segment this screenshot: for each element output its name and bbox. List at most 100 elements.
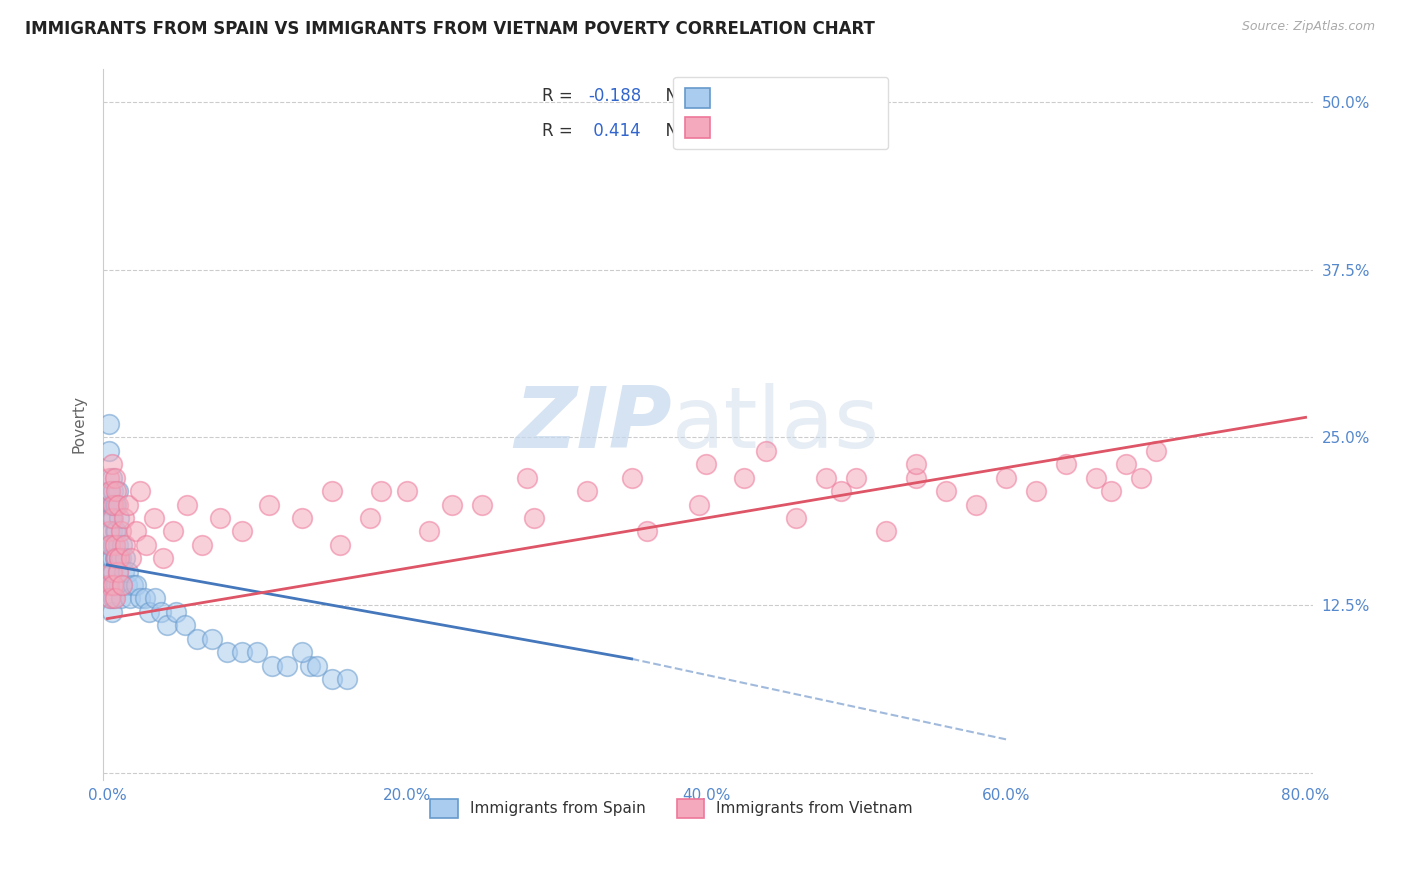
Point [755, 443, 778, 458]
Point [688, 498, 710, 512]
Point [1099, 484, 1122, 499]
Point [111, 578, 134, 592]
Point [875, 524, 897, 539]
Point [186, 632, 208, 646]
Point [104, 498, 127, 512]
Point [328, 538, 350, 552]
Point [105, 551, 128, 566]
Text: R =: R = [543, 87, 578, 104]
Point [471, 498, 494, 512]
Point [103, 591, 125, 606]
Point [359, 511, 381, 525]
Point [418, 524, 440, 539]
Point [336, 672, 359, 686]
Point [830, 484, 852, 499]
Point [276, 658, 298, 673]
Text: -0.188: -0.188 [588, 87, 641, 104]
Point [105, 578, 128, 592]
Point [103, 511, 125, 525]
Point [129, 484, 152, 499]
Point [103, 538, 125, 552]
Point [100, 511, 122, 525]
Point [142, 511, 165, 525]
Text: ZIP: ZIP [515, 383, 672, 466]
Point [97, 498, 120, 512]
Legend: Immigrants from Spain, Immigrants from Vietnam: Immigrants from Spain, Immigrants from V… [423, 791, 921, 825]
Point [150, 605, 173, 619]
Point [107, 565, 129, 579]
Point [97, 578, 120, 592]
Y-axis label: Poverty: Poverty [72, 395, 86, 453]
Point [117, 498, 139, 512]
Point [117, 565, 139, 579]
Point [120, 551, 142, 566]
Point [174, 618, 197, 632]
Text: N = 71: N = 71 [655, 122, 723, 140]
Point [231, 645, 253, 659]
Point [104, 551, 127, 566]
Point [111, 578, 134, 592]
Text: Source: ZipAtlas.com: Source: ZipAtlas.com [1241, 20, 1375, 33]
Point [217, 645, 239, 659]
Point [523, 511, 546, 525]
Point [97, 538, 120, 552]
Point [97, 443, 120, 458]
Point [101, 458, 124, 472]
Point [965, 498, 987, 512]
Point [298, 658, 321, 673]
Point [100, 591, 122, 606]
Point [125, 578, 148, 592]
Text: 0.414: 0.414 [588, 122, 641, 140]
Point [107, 565, 129, 579]
Point [321, 484, 343, 499]
Point [785, 511, 807, 525]
Point [143, 591, 166, 606]
Point [115, 578, 138, 592]
Point [100, 565, 122, 579]
Point [138, 605, 160, 619]
Point [101, 551, 124, 566]
Point [1084, 471, 1107, 485]
Point [100, 538, 122, 552]
Point [108, 511, 131, 525]
Point [101, 471, 124, 485]
Text: N = 67: N = 67 [655, 87, 723, 104]
Point [100, 484, 122, 499]
Point [262, 658, 284, 673]
Point [516, 471, 538, 485]
Point [107, 538, 129, 552]
Point [620, 471, 643, 485]
Point [291, 645, 314, 659]
Point [905, 471, 928, 485]
Point [231, 524, 253, 539]
Point [97, 417, 120, 431]
Point [995, 471, 1018, 485]
Point [100, 484, 122, 499]
Point [114, 551, 136, 566]
Point [176, 498, 198, 512]
Point [101, 498, 124, 512]
Point [110, 524, 132, 539]
Point [104, 471, 127, 485]
Point [108, 551, 131, 566]
Point [97, 471, 120, 485]
Point [103, 565, 125, 579]
Point [97, 524, 120, 539]
Point [208, 511, 231, 525]
Point [108, 578, 131, 592]
Point [129, 591, 152, 606]
Point [114, 538, 136, 552]
Point [97, 578, 120, 592]
Point [110, 551, 132, 566]
Point [905, 458, 928, 472]
Point [575, 484, 598, 499]
Point [101, 578, 124, 592]
Point [1054, 458, 1077, 472]
Text: atlas: atlas [672, 383, 880, 466]
Point [105, 484, 128, 499]
Point [107, 484, 129, 499]
Point [395, 484, 418, 499]
Point [104, 591, 127, 606]
Point [370, 484, 392, 499]
Point [440, 498, 463, 512]
